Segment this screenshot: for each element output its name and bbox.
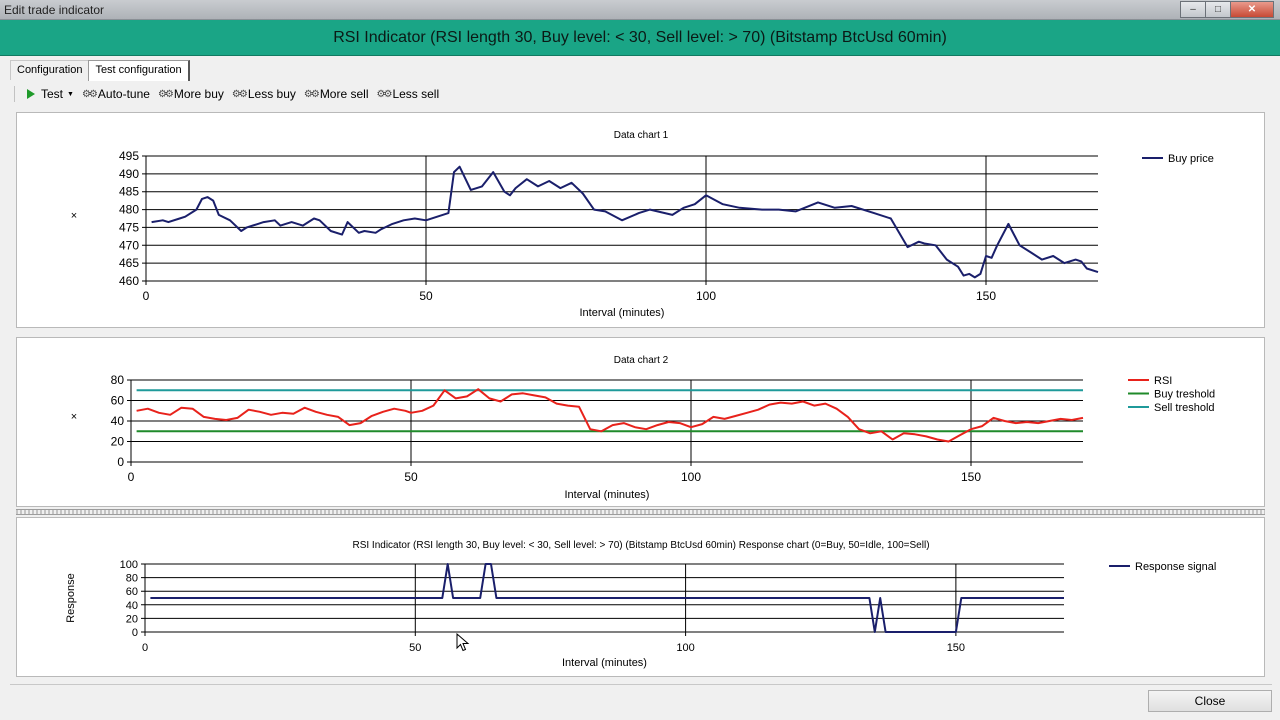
test-label: Test xyxy=(41,87,64,101)
more-sell-label: More sell xyxy=(319,87,369,101)
tab-test-configuration[interactable]: Test configuration xyxy=(88,60,190,81)
auto-tune-button[interactable]: ⚙⚙ Auto-tune xyxy=(82,87,150,101)
data-chart-1-panel: Data chart 1 460 465 470 475 480 485 490 495 0 50 1… xyxy=(16,112,1265,328)
y-axis-label: × xyxy=(71,210,77,222)
play-icon xyxy=(27,89,35,99)
window-close-button[interactable]: ✕ xyxy=(1230,1,1274,18)
y-tick-label: 0 xyxy=(132,627,138,639)
less-buy-button[interactable]: ⚙⚙ Less buy xyxy=(232,87,296,101)
response-chart-panel: RSI Indicator (RSI length 30, Buy level:… xyxy=(16,517,1265,677)
indicator-header: RSI Indicator (RSI length 30, Buy level:… xyxy=(0,20,1280,56)
more-buy-label: More buy xyxy=(173,87,224,101)
y-axis-label: × xyxy=(71,411,77,423)
y-tick-label: 485 xyxy=(119,185,139,199)
gear-icon: ⚙⚙ xyxy=(303,88,320,100)
chart-title: RSI Indicator (RSI length 30, Buy level:… xyxy=(352,540,929,551)
x-tick-label: 50 xyxy=(409,642,421,654)
x-tick-label: 100 xyxy=(696,289,716,303)
x-tick-label: 100 xyxy=(681,470,701,484)
window-title: Edit trade indicator xyxy=(4,3,105,17)
x-axis-label: Interval (minutes) xyxy=(580,307,665,319)
close-button[interactable]: Close xyxy=(1148,690,1272,712)
y-tick-label: 480 xyxy=(119,203,139,217)
toolbar-grip xyxy=(14,86,15,102)
y-tick-label: 60 xyxy=(126,586,138,598)
response-chart: RSI Indicator (RSI length 30, Buy level:… xyxy=(65,540,1216,669)
y-tick-label: 0 xyxy=(117,455,124,469)
x-tick-label: 0 xyxy=(142,642,148,654)
title-bar: Edit trade indicator – □ ✕ xyxy=(0,0,1280,20)
auto-tune-label: Auto-tune xyxy=(97,87,150,101)
x-tick-label: 150 xyxy=(947,642,965,654)
y-tick-label: 60 xyxy=(111,394,125,408)
toolbar: Test ▼ ⚙⚙ Auto-tune ⚙⚙ More buy ⚙⚙ Less … xyxy=(14,84,447,104)
x-tick-label: 100 xyxy=(676,642,694,654)
y-tick-label: 80 xyxy=(111,373,125,387)
y-tick-label: 465 xyxy=(119,256,139,270)
y-tick-label: 20 xyxy=(126,613,138,625)
more-buy-button[interactable]: ⚙⚙ More buy xyxy=(158,87,224,101)
less-buy-label: Less buy xyxy=(247,87,296,101)
x-tick-label: 0 xyxy=(128,470,135,484)
chart-title: Data chart 2 xyxy=(614,355,669,366)
data-chart-2: Data chart 2 0 20 40 60 80 0 50 100 150 Interval (… xyxy=(71,355,1215,501)
y-tick-label: 100 xyxy=(120,559,138,571)
y-tick-label: 20 xyxy=(111,435,125,449)
tab-configuration[interactable]: Configuration xyxy=(10,60,90,80)
series-line-rsi xyxy=(136,388,1084,443)
y-tick-label: 40 xyxy=(126,600,138,612)
legend-label: Response signal xyxy=(1135,561,1216,573)
chart-title: Data chart 1 xyxy=(614,130,669,141)
gear-icon: ⚙⚙ xyxy=(376,88,393,100)
series-line-response-signal xyxy=(150,563,1064,633)
minimize-button[interactable]: – xyxy=(1180,1,1206,18)
test-button[interactable]: Test ▼ xyxy=(21,87,74,101)
data-chart-1: Data chart 1 460 465 470 475 480 485 490 495 0 50 1… xyxy=(71,130,1214,319)
less-sell-button[interactable]: ⚙⚙ Less sell xyxy=(377,87,440,101)
y-tick-label: 460 xyxy=(119,274,139,288)
x-tick-label: 50 xyxy=(404,470,418,484)
gear-icon: ⚙⚙ xyxy=(81,88,98,100)
mouse-cursor-icon xyxy=(456,633,470,652)
gear-icon: ⚙⚙ xyxy=(231,88,248,100)
y-tick-label: 40 xyxy=(111,414,125,428)
y-tick-label: 490 xyxy=(119,167,139,181)
y-tick-label: 80 xyxy=(126,573,138,585)
y-tick-label: 475 xyxy=(119,220,139,234)
y-tick-label: 470 xyxy=(119,238,139,252)
maximize-button[interactable]: □ xyxy=(1205,1,1231,18)
gear-icon: ⚙⚙ xyxy=(157,88,174,100)
data-chart-2-panel: Data chart 2 0 20 40 60 80 0 50 100 150 Interval (… xyxy=(16,337,1265,507)
x-tick-label: 50 xyxy=(419,289,433,303)
splitter-handle[interactable] xyxy=(16,509,1265,515)
x-axis-label: Interval (minutes) xyxy=(562,657,647,669)
indicator-title: RSI Indicator (RSI length 30, Buy level:… xyxy=(333,29,947,46)
x-tick-label: 0 xyxy=(143,289,150,303)
legend-label: RSI xyxy=(1154,375,1172,387)
legend-label: Buy price xyxy=(1168,153,1214,165)
y-tick-label: 495 xyxy=(119,149,139,163)
more-sell-button[interactable]: ⚙⚙ More sell xyxy=(304,87,369,101)
x-tick-label: 150 xyxy=(961,470,981,484)
tab-strip: Configuration Test configuration xyxy=(10,60,190,81)
divider xyxy=(10,684,1272,685)
x-tick-label: 150 xyxy=(976,289,996,303)
series-line-buy-price xyxy=(151,165,1099,279)
legend-label: Buy treshold xyxy=(1154,389,1215,401)
x-axis-label: Interval (minutes) xyxy=(565,489,650,501)
dropdown-arrow-icon: ▼ xyxy=(67,90,74,98)
legend-label: Sell treshold xyxy=(1154,402,1215,414)
less-sell-label: Less sell xyxy=(392,87,440,101)
y-axis-label: Response xyxy=(65,573,77,623)
